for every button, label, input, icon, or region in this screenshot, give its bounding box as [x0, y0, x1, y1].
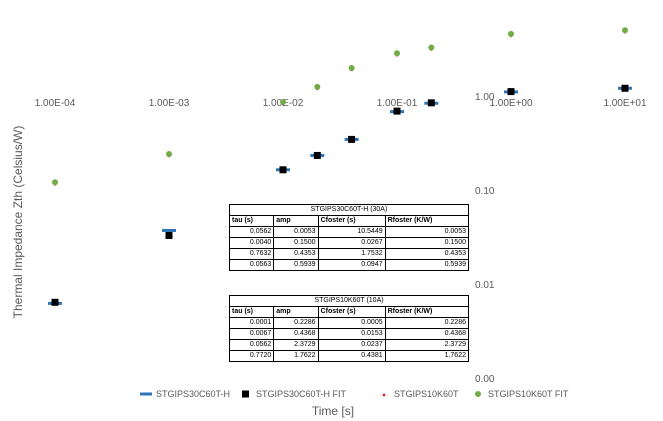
x-tick-label: 1.00E+01: [603, 98, 647, 109]
series-10a-fit-point: [622, 27, 628, 34]
table-cell: 0.1500: [384, 237, 470, 249]
legend-label: STGIPS30C60T-H: [156, 389, 230, 399]
col-header: Cfoster (s): [317, 215, 386, 227]
table-cell: 0.0237: [317, 339, 386, 351]
table-cell: 2.3729: [273, 339, 319, 351]
table-cell: 0.0562: [228, 226, 275, 238]
series-30a-fit-point: [393, 107, 401, 115]
legend: STGIPS30C60T-H STGIPS30C60T-H FIT STGIPS10…: [140, 389, 569, 399]
series-30a-fit-point: [165, 232, 173, 240]
table-row: 0.0562 0.0053 10.5449 0.0053: [228, 226, 470, 238]
table-cell: 0.0153: [317, 328, 386, 340]
series-10a-fit-point: [508, 30, 514, 37]
series-10a-fit-point: [348, 64, 355, 71]
x-axis-ticks: 1.00E-041.00E-031.00E-021.00E-011.00E+00…: [35, 98, 647, 109]
y-tick-label: 0.00: [475, 374, 495, 385]
col-header: tau (s): [228, 306, 275, 318]
legend-swatch: [242, 390, 249, 398]
series-30a-fit-point: [621, 84, 629, 92]
series-30a-fit-point: [51, 298, 59, 306]
table-cell: 0.0947: [317, 259, 386, 271]
series-10a-fit-point: [314, 83, 321, 90]
table-cell: 0.2286: [273, 317, 319, 329]
plot-area: [48, 27, 632, 306]
foster-table-title: STGIPS10K60T (10A): [229, 295, 469, 307]
series-10a-fit-point: [428, 44, 435, 51]
legend-label: STGIPS10K60T: [394, 389, 459, 399]
table-cell: 0.4368: [384, 328, 470, 340]
legend-swatch: [382, 393, 386, 397]
series-30a-fit-point: [279, 166, 287, 174]
table-cell: 0.4368: [273, 328, 319, 340]
x-tick-label: 1.00E-04: [35, 98, 76, 109]
col-header: Rfoster (K/W): [384, 215, 470, 227]
legend-swatch: [475, 391, 481, 397]
col-header: Cfoster (s): [317, 306, 386, 318]
series-10a-fit-point: [166, 150, 172, 157]
table-cell: 0.0067: [228, 328, 275, 340]
table-cell: 0.0562: [228, 339, 275, 351]
table-cell: 0.0267: [317, 237, 386, 249]
table-cell: 0.0040: [228, 237, 275, 249]
table-cell: 2.3729: [384, 339, 470, 351]
table-row: 0.7632 0.4353 1.7532 0.4353: [228, 248, 470, 260]
table-cell: 1.7532: [317, 248, 386, 260]
y-tick-label: 0.01: [475, 280, 495, 291]
table-cell: 0.4381: [317, 350, 386, 362]
table-row: 0.0563 0.5939 0.0947 0.5939: [228, 259, 470, 271]
col-header: amp: [273, 215, 319, 227]
table-cell: 0.0001: [228, 317, 275, 329]
table-cell: 0.0053: [273, 226, 319, 238]
series-30a-fit-point: [427, 99, 435, 107]
legend-swatch: [140, 392, 152, 396]
table-cell: 0.2286: [384, 317, 470, 329]
table-cell: 0.7632: [228, 248, 275, 260]
series-30a-fit-point: [507, 88, 515, 96]
table-cell: 0.5939: [273, 259, 319, 271]
table-row: 0.0040 0.1500 0.0267 0.1500: [228, 237, 470, 249]
table-cell: 0.0005: [317, 317, 386, 329]
table-cell: 0.4353: [384, 248, 470, 260]
series-10a-fit-point: [280, 99, 286, 105]
y-axis-ticks: 0.00 0.01 0.10 1.00: [475, 92, 495, 385]
table-row: 0.0562 2.3729 0.0237 2.3729: [228, 339, 470, 351]
table-cell: 1.7622: [384, 350, 470, 362]
table-cell: 0.0563: [228, 259, 275, 271]
table-cell: 0.0053: [384, 226, 470, 238]
table-cell: 0.7720: [228, 350, 275, 362]
table-row: 0.0067 0.4368 0.0153 0.4368: [228, 328, 470, 340]
y-axis-title: Thermal Impedance Zth (Celsius/W): [11, 126, 25, 319]
x-axis-title: Time [s]: [312, 404, 354, 418]
table-cell: 0.1500: [273, 237, 319, 249]
legend-label: STGIPS30C60T-H FIT: [256, 389, 347, 399]
table-cell: 0.5939: [384, 259, 470, 271]
x-tick-label: 1.00E-03: [149, 98, 190, 109]
x-tick-label: 1.00E+00: [489, 98, 533, 109]
table-row: 0.7720 1.7622 0.4381 1.7622: [228, 350, 470, 362]
series-10a-fit-point: [394, 50, 400, 57]
y-tick-label: 1.00: [475, 92, 495, 103]
foster-table-30a: STGIPS30C60T-H (30A) tau (s) amp Cfoster…: [228, 204, 470, 271]
x-tick-label: 1.00E-01: [377, 98, 418, 109]
series-30a-fit-point: [313, 151, 321, 159]
series-10a-fit-point: [52, 179, 58, 186]
table-cell: 0.4353: [273, 248, 319, 260]
col-header: amp: [273, 306, 319, 318]
table-row: 0.0001 0.2286 0.0005 0.2286: [228, 317, 470, 329]
col-header: tau (s): [228, 215, 275, 227]
foster-table-10a: STGIPS10K60T (10A) tau (s) amp Cfoster (…: [228, 295, 470, 362]
table-cell: 10.5449: [317, 226, 386, 238]
series-30a-fit-point: [348, 135, 356, 143]
col-header: Rfoster (K/W): [384, 306, 470, 318]
y-tick-label: 0.10: [475, 186, 495, 197]
table-cell: 1.7622: [273, 350, 319, 362]
legend-label: STGIPS10K60T FIT: [488, 389, 569, 399]
foster-table-title: STGIPS30C60T-H (30A): [229, 204, 469, 216]
series-30a-point: [162, 228, 176, 232]
